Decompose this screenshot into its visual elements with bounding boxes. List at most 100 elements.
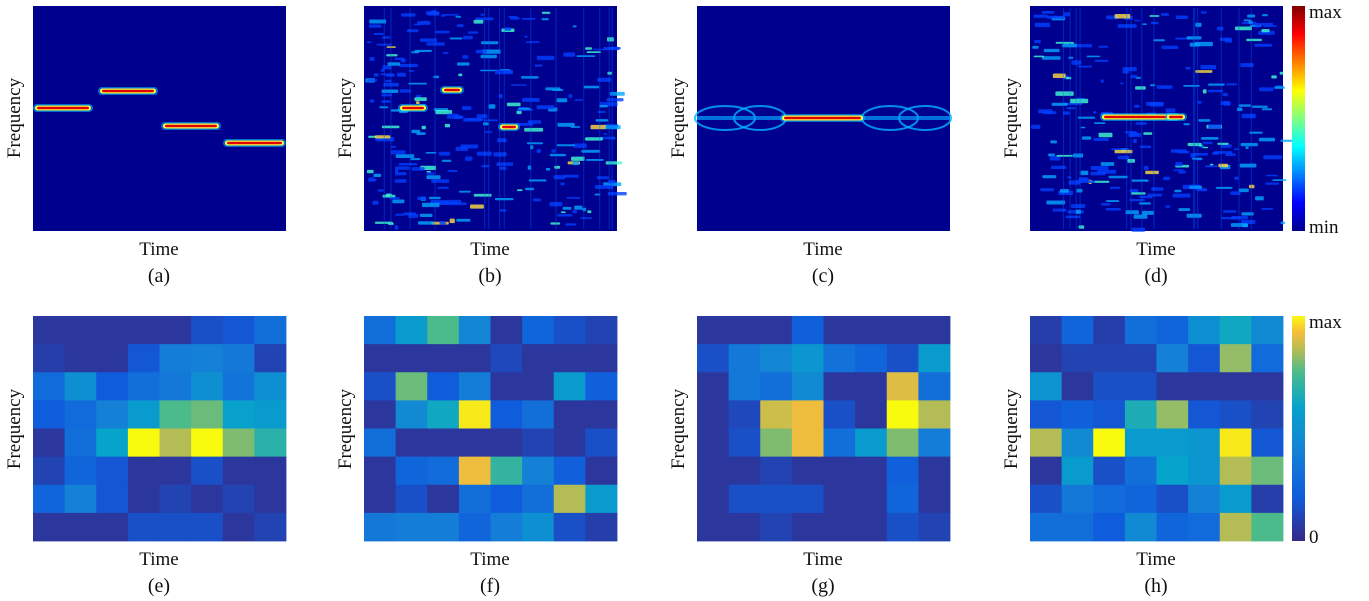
panel-b-noise	[418, 221, 434, 225]
colorbar-bottom-max-label: max	[1309, 312, 1342, 333]
panel-g-cell	[823, 428, 856, 458]
panel-b-noise	[536, 105, 555, 110]
panel-d-noise	[1091, 180, 1110, 183]
panel-f-cell	[427, 344, 460, 373]
panel-d-noise	[1210, 163, 1214, 166]
panel-d-noise	[1208, 124, 1222, 129]
panel-h-cell	[1219, 372, 1252, 401]
panel-d-noise	[1114, 14, 1131, 19]
panel-f-cell	[585, 456, 618, 486]
panel-a-ridge-core	[227, 141, 282, 145]
colorbar-bottom-min-label: 0	[1309, 527, 1319, 548]
panel-h-cell	[1124, 344, 1157, 373]
panel-h-cell	[1156, 456, 1189, 486]
panel-f-cell	[427, 456, 460, 486]
panel-b-noise	[606, 98, 624, 102]
panel-d: Frequency Time (d)	[1001, 6, 1293, 287]
panel-f-cell	[522, 372, 555, 401]
panel-d-noise	[1175, 162, 1183, 167]
panel-b-noise	[449, 37, 463, 40]
panel-d-noise	[1149, 15, 1160, 17]
panel-b-noise	[392, 199, 405, 204]
panel-d-noise	[1134, 104, 1140, 108]
panel-h-cell	[1093, 372, 1126, 401]
panel-e-cell	[96, 400, 129, 429]
panel-e-cell	[254, 400, 287, 429]
panel-d-noise	[1075, 209, 1081, 214]
panel-d-noise	[1071, 60, 1082, 65]
panel-h-xlabel: Time	[1136, 549, 1175, 570]
panel-b-noise	[563, 174, 579, 178]
panel-h-cell	[1156, 484, 1189, 514]
panel-d-noise	[1078, 225, 1085, 229]
panel-g-cell	[886, 428, 919, 458]
panel-b-noise	[395, 172, 407, 176]
panel-h-cell	[1156, 316, 1189, 345]
panel-g-cell	[886, 344, 919, 373]
panel-d-noise	[1133, 214, 1148, 219]
panel-f-cell	[585, 428, 618, 458]
panel-b-noise	[381, 100, 391, 103]
panel-b-noise	[399, 89, 411, 93]
panel-d-xlabel: Time	[1136, 239, 1175, 260]
panel-e-cell	[254, 344, 287, 373]
panel-d-noise	[1235, 26, 1252, 31]
panel-d-noise	[1195, 22, 1202, 27]
panel-f-cell	[553, 484, 586, 514]
panel-b-streak	[488, 8, 490, 229]
panel-e-cell	[127, 372, 160, 401]
panel-d-noise	[1056, 154, 1073, 157]
panel-f-cell	[490, 400, 523, 429]
panel-d-noise	[1122, 67, 1137, 72]
panel-e-cell	[254, 316, 287, 345]
panel-b-noise	[381, 89, 399, 93]
panel-g-cell	[855, 512, 888, 542]
panel-d-noise	[1098, 45, 1109, 48]
panel-h-cell	[1251, 316, 1284, 345]
colorbar-top-max-label: max	[1309, 2, 1342, 23]
panel-h-cell	[1219, 428, 1252, 458]
panel-b-noise	[560, 211, 566, 214]
panel-b-noise	[408, 82, 427, 85]
panel-b-noise	[475, 49, 487, 54]
panel-g-cell	[855, 456, 888, 486]
panel-b-noise	[444, 123, 451, 128]
panel-c: Frequency Time (c)	[668, 6, 952, 287]
panel-d-noise	[1175, 37, 1191, 40]
panel-d-noise	[1213, 151, 1233, 154]
panel-b-noise	[438, 151, 450, 156]
panel-e-cell	[222, 316, 255, 345]
panel-b-noise	[481, 41, 499, 45]
panel-b-noise	[480, 13, 485, 16]
panel-b-noise	[456, 218, 471, 222]
panel-d-noise	[1156, 85, 1173, 89]
panel-d-noise	[1207, 89, 1224, 93]
panel-b-noise	[373, 173, 382, 177]
panel-b-streak	[503, 8, 505, 229]
panel-g-cell	[760, 484, 793, 514]
panel-d-ridge-core	[1169, 115, 1183, 119]
panel-g-cell	[918, 372, 951, 401]
panel-f-cell	[490, 428, 523, 458]
panel-b-noise	[553, 175, 565, 180]
panel-b-noise	[581, 149, 600, 153]
panel-d-noise	[1190, 153, 1208, 156]
panel-b-noise	[481, 165, 490, 168]
panel-a-xlabel: Time	[139, 239, 178, 260]
panel-d-noise	[1224, 38, 1232, 43]
panel-b-noise	[446, 113, 459, 116]
panel-e-cell	[96, 456, 129, 486]
panel-d-noise	[1165, 205, 1171, 208]
panel-h-cell	[1251, 428, 1284, 458]
panel-d-streak	[1192, 8, 1195, 229]
panel-f-cell	[458, 428, 491, 458]
panel-f-cell	[458, 400, 491, 429]
panel-h-cell	[1156, 400, 1189, 429]
panel-g-cell	[728, 344, 761, 373]
panel-b-noise	[518, 107, 531, 110]
panel-d-noise	[1065, 76, 1072, 80]
panel-b-noise	[506, 102, 521, 107]
panel-e-cell	[96, 344, 129, 373]
panel-h-cell	[1156, 512, 1189, 542]
panel-b-noise	[442, 52, 449, 54]
